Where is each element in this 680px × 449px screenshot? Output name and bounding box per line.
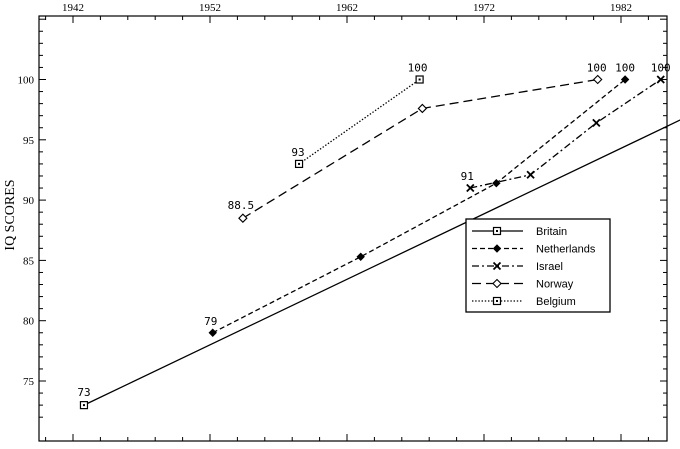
israel-data-label: 100	[651, 62, 671, 75]
y-tick-label: 95	[23, 135, 35, 147]
norway-data-label: 100	[587, 62, 607, 75]
netherlands-data-label: 79	[204, 315, 217, 328]
x-tick-label: 1982	[610, 2, 632, 14]
y-tick-label: 100	[18, 75, 35, 87]
israel-point-2-b	[592, 118, 601, 128]
y-tick-label: 75	[23, 376, 35, 388]
belgium-data-label: 93	[291, 146, 304, 159]
legend-label-belgium: Belgium	[536, 296, 576, 308]
series-norway	[238, 74, 603, 223]
y-tick-label: 90	[23, 195, 35, 207]
israel-point-0-b	[466, 183, 475, 193]
legend-marker-britain-center	[496, 230, 498, 232]
norway-point-2	[592, 74, 603, 85]
series-belgium	[294, 75, 424, 169]
norway-point-0	[238, 213, 248, 223]
netherlands-point-1	[356, 252, 365, 261]
britain-line	[83, 119, 680, 406]
britain-point-0-center	[82, 404, 85, 407]
legend-marker-belgium-center	[496, 300, 498, 302]
belgium-point-1-center	[418, 78, 421, 81]
series-netherlands	[208, 75, 630, 337]
britain-data-label: 73	[77, 386, 90, 399]
belgium-data-label: 100	[408, 62, 428, 75]
legend-label-israel: Israel	[536, 261, 563, 273]
netherlands-point-3	[620, 75, 630, 84]
israel-data-label: 91	[461, 170, 474, 183]
legend-marker-netherlands	[492, 244, 502, 253]
norway-data-label: 88.5	[228, 199, 255, 212]
norway-point-1	[417, 103, 428, 114]
x-tick-label: 1952	[199, 2, 221, 14]
netherlands-point-2	[492, 179, 501, 188]
israel-point-1-b	[526, 170, 535, 179]
belgium-line	[298, 78, 420, 165]
y-axis-title: IQ SCORES	[3, 179, 18, 250]
belgium-point-0-center	[298, 162, 301, 165]
series-britain	[79, 119, 680, 410]
israel-line	[470, 78, 662, 189]
netherlands-point-0	[208, 328, 217, 337]
x-tick-label: 1972	[473, 2, 495, 14]
series-israel	[466, 75, 665, 193]
legend-box	[465, 218, 611, 313]
x-tick-label: 1942	[62, 2, 84, 14]
y-tick-label: 85	[23, 255, 35, 267]
legend-marker-israel-b	[492, 261, 502, 271]
netherlands-line	[212, 78, 626, 334]
series-layer	[79, 74, 680, 410]
plot-frame	[38, 15, 668, 442]
legend: Britain Netherlands Israel Norway Belgium	[465, 218, 611, 313]
legend-label-netherlands: Netherlands	[536, 244, 596, 256]
netherlands-data-label: 100	[615, 62, 635, 75]
legend-marker-norway	[492, 278, 502, 289]
israel-point-3-b	[656, 75, 665, 84]
y-tick-label: 80	[23, 316, 35, 328]
axes: 1942195219621972198219927580859095100	[18, 2, 668, 442]
legend-label-britain: Britain	[536, 226, 567, 238]
x-tick-label: 1962	[336, 2, 358, 14]
legend-label-norway: Norway	[536, 279, 574, 291]
